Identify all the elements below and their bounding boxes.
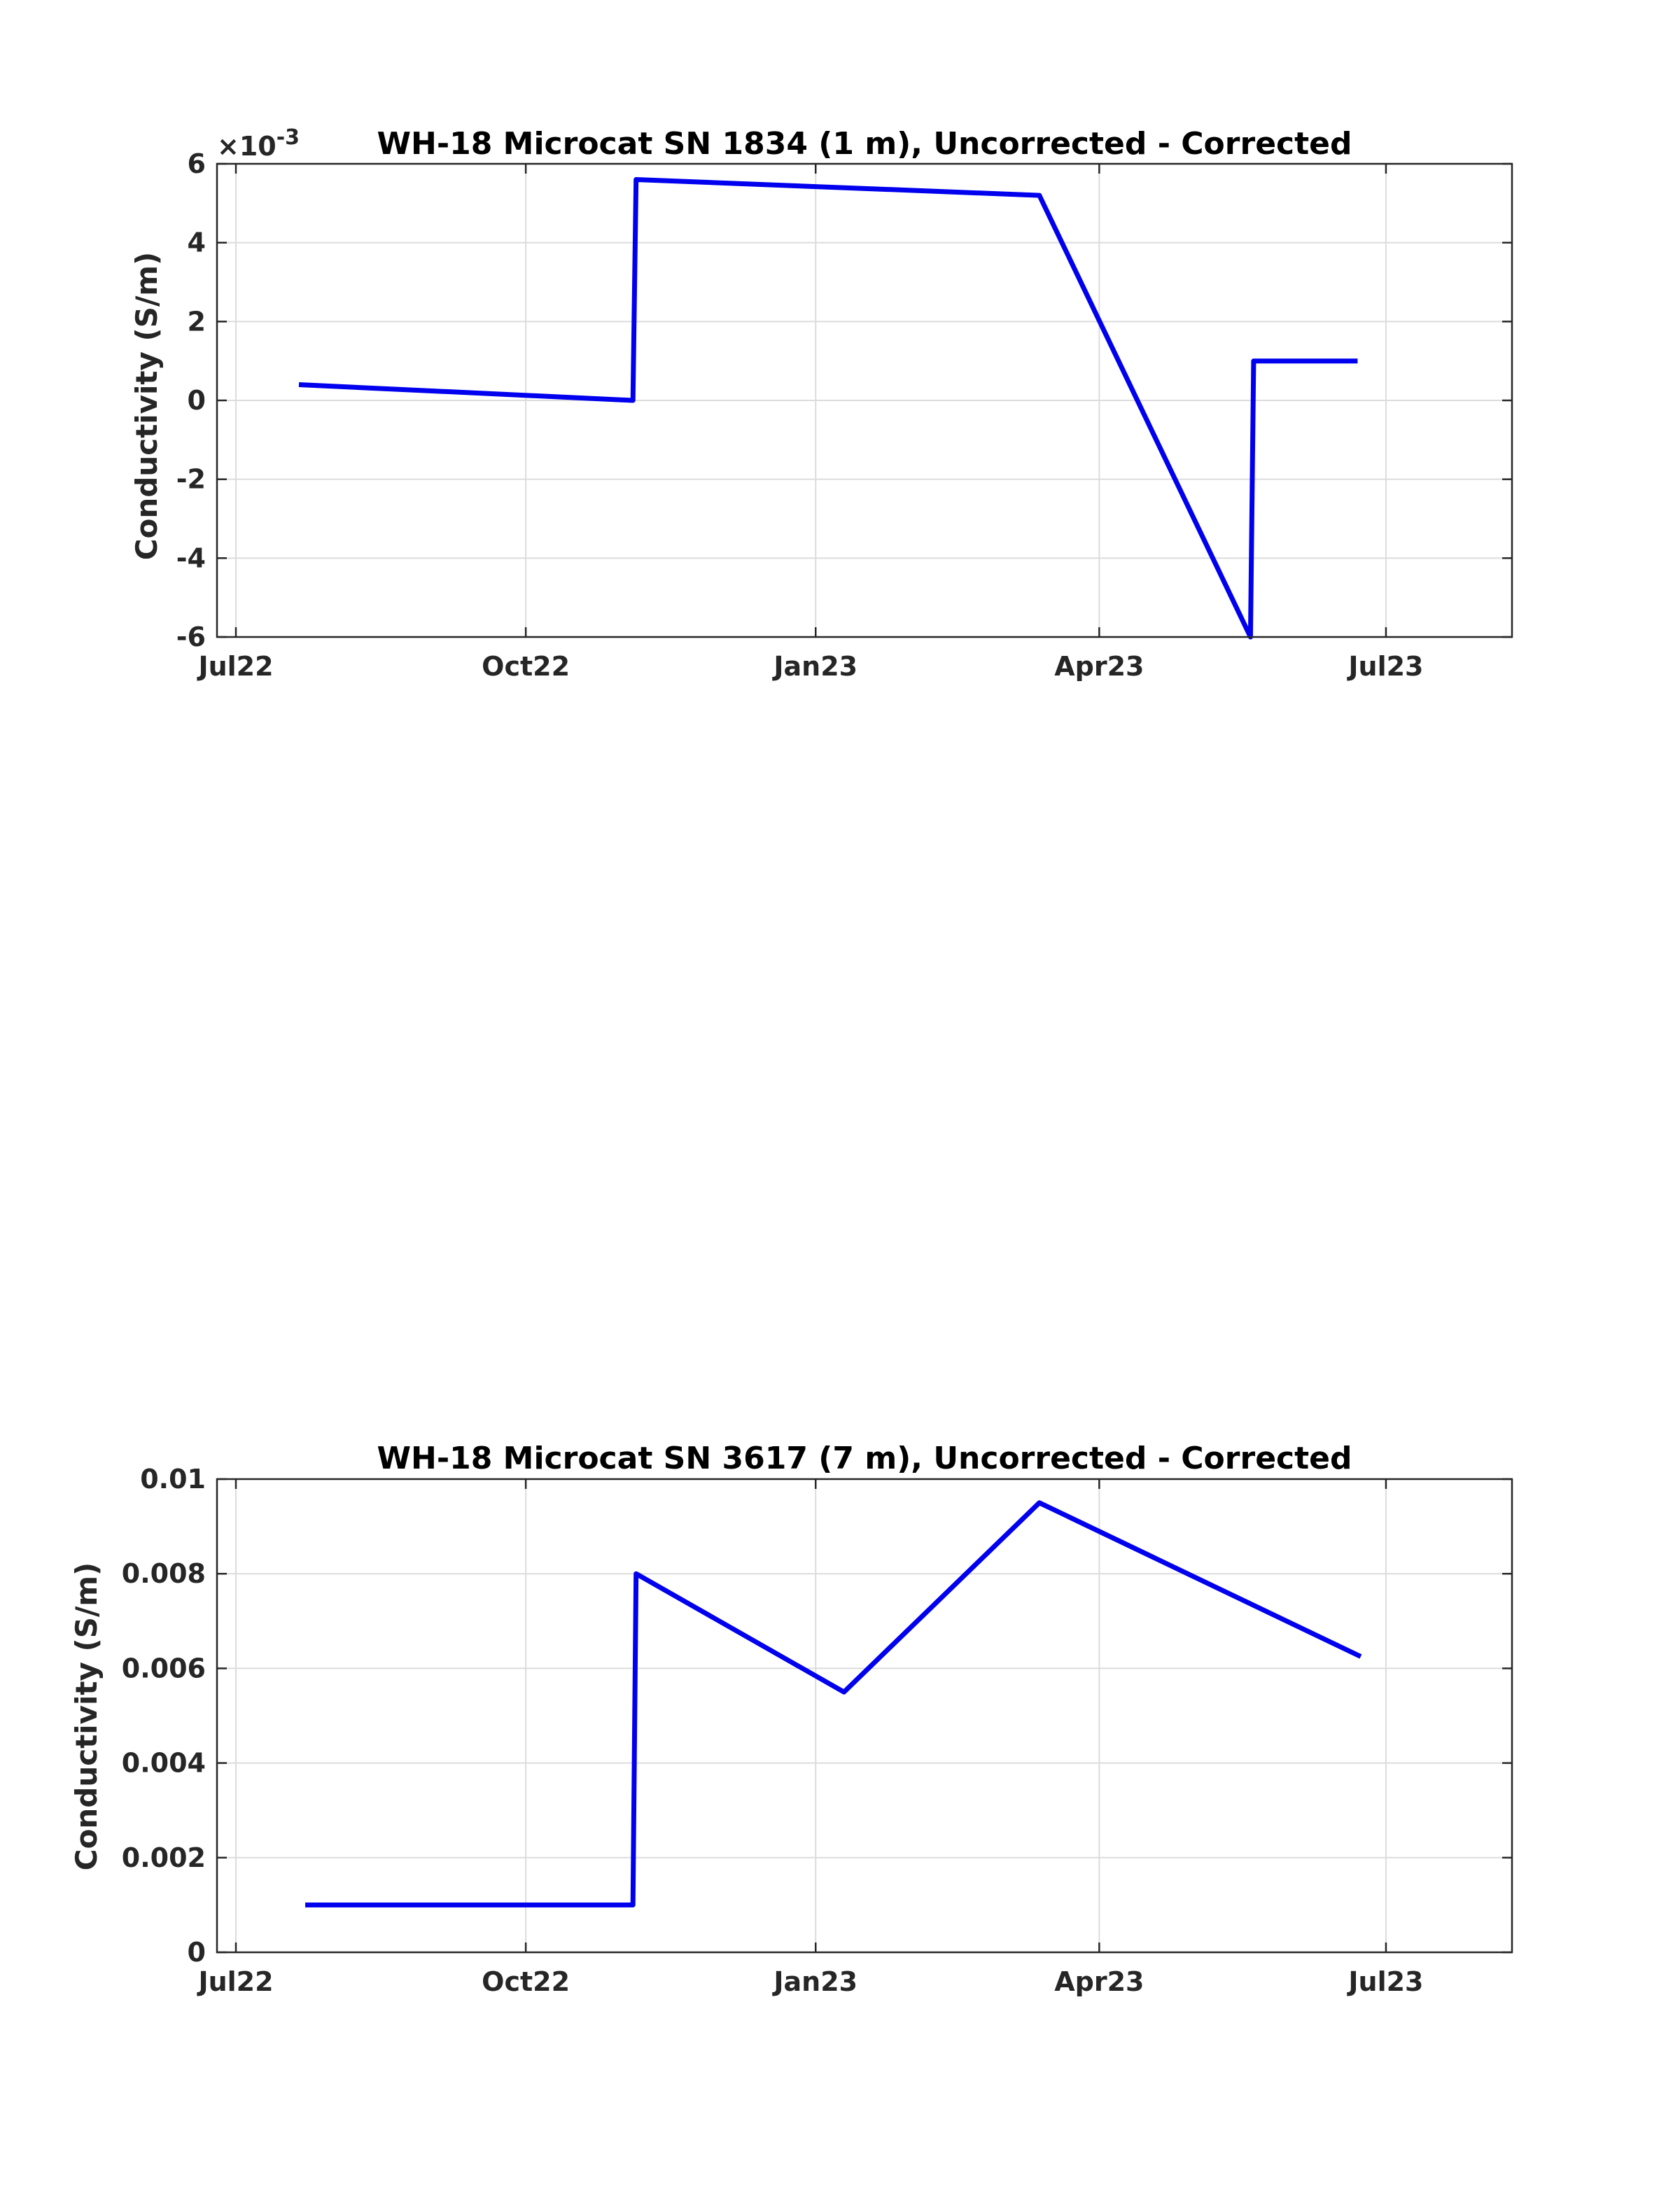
x-tick-label: Jul23 [1346, 651, 1423, 682]
y-axis-label: Conductivity (S/m) [130, 252, 164, 561]
y-axis-label: Conductivity (S/m) [69, 1562, 104, 1871]
x-tick-label: Jul22 [196, 1966, 273, 1997]
y-tick-label: 0 [188, 385, 206, 416]
x-tick-label: Jan23 [771, 1966, 858, 1997]
data-lines [298, 177, 1358, 640]
chart-top-microcat-1834: WH-18 Microcat SN 1834 (1 m), Uncorrecte… [130, 125, 1513, 682]
y-tick-label: -2 [176, 464, 206, 495]
x-tick-label: Jul22 [196, 651, 273, 682]
x-tick-label: Apr23 [1054, 651, 1144, 682]
data-lines [305, 1500, 1362, 1907]
y-tick-label: 0.002 [122, 1842, 206, 1873]
y-tick-label: 0 [188, 1937, 206, 1968]
chart-title: WH-18 Microcat SN 3617 (7 m), Uncorrecte… [377, 1441, 1352, 1476]
y-axis-exponent: ×10-3 [217, 125, 300, 162]
y-tick-label: 0.006 [122, 1653, 206, 1684]
plot-area-frame [216, 1478, 1513, 1954]
series-line [298, 177, 1358, 640]
axis-ticks: Jul22 Oct22 Jan23 Apr23 Jul23 -6 -4 -2 0 2 4 6 [176, 148, 1512, 682]
exponent-base: ×10 [217, 131, 276, 162]
x-tick-label: Apr23 [1054, 1966, 1144, 1997]
y-tick-label: 2 [188, 306, 206, 337]
y-tick-label: 0.008 [122, 1558, 206, 1589]
axis-ticks: Jul22 Oct22 Jan23 Apr23 Jul23 0 0.002 0.004 0.00… [122, 1464, 1512, 1997]
y-tick-label: -6 [176, 622, 206, 652]
y-tick-label: 4 [188, 227, 206, 258]
x-tick-label: Oct22 [482, 1966, 570, 1997]
y-tick-label: 0.004 [122, 1748, 206, 1779]
y-tick-label: 6 [188, 148, 206, 179]
x-tick-label: Jan23 [771, 651, 858, 682]
series-line [305, 1500, 1362, 1907]
x-tick-label: Jul23 [1346, 1966, 1423, 1997]
chart-bottom-microcat-3617: WH-18 Microcat SN 3617 (7 m), Uncorrecte… [69, 1441, 1513, 1997]
exponent-power: -3 [276, 125, 300, 150]
y-tick-label: -4 [176, 542, 206, 573]
y-tick-label: 0.01 [140, 1464, 206, 1494]
chart-title: WH-18 Microcat SN 1834 (1 m), Uncorrecte… [377, 126, 1352, 162]
x-tick-label: Oct22 [482, 651, 570, 682]
